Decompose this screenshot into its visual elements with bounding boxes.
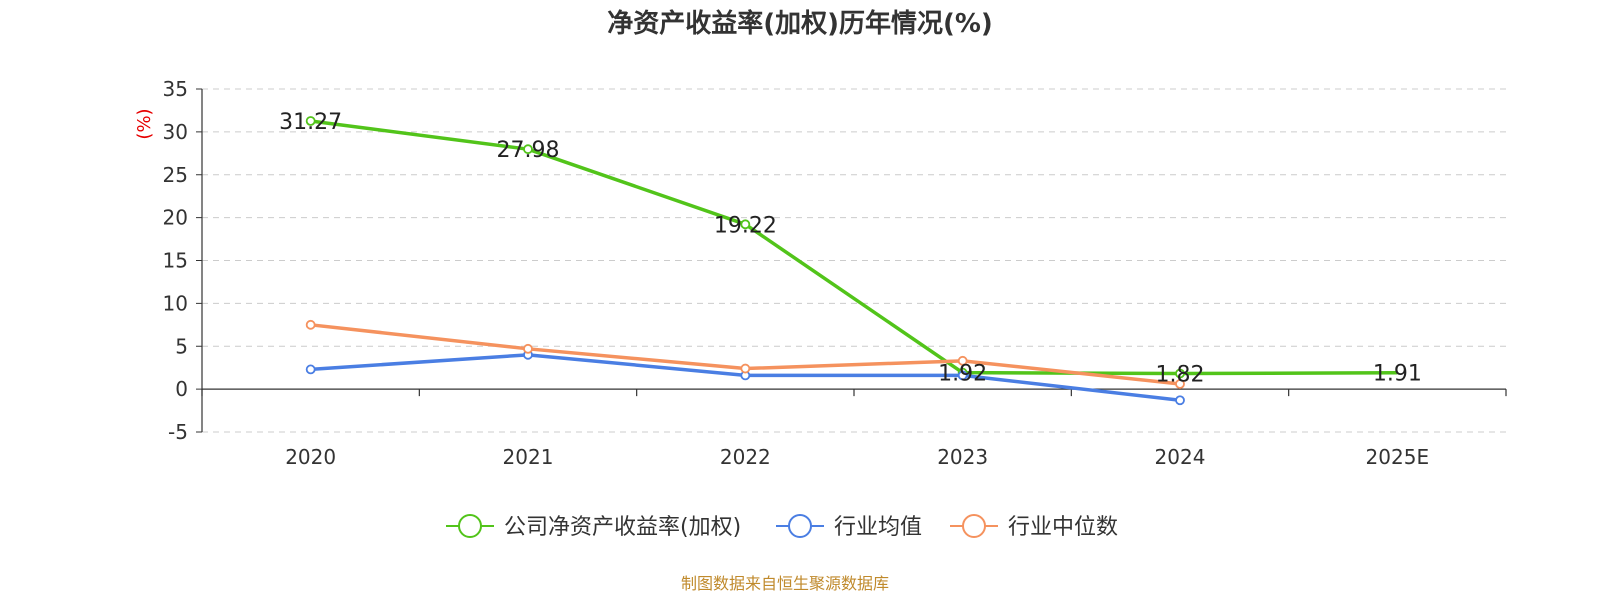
data-point[interactable] <box>1175 379 1185 389</box>
data-point[interactable] <box>957 370 968 381</box>
x-tick-label: 2020 <box>285 445 336 469</box>
legend-label: 行业均值 <box>834 515 922 540</box>
chart-title: 净资产收益率(加权)历年情况(%) <box>607 8 993 39</box>
data-point[interactable] <box>957 355 968 366</box>
y-tick-label: 25 <box>163 163 188 187</box>
y-tick-label: 30 <box>163 120 188 144</box>
axes: 35 30 25 20 15 10 5 0 -5 2020 2021 2022 2023 2024 2025… <box>163 77 1507 469</box>
data-point[interactable] <box>740 219 751 230</box>
series-group <box>305 116 1398 406</box>
data-point[interactable] <box>305 364 316 375</box>
data-point[interactable] <box>1175 368 1185 379</box>
data-point[interactable] <box>305 116 316 126</box>
x-tick-label: 2025E <box>1366 445 1430 469</box>
legend-marker <box>458 514 482 538</box>
y-tick-label: 10 <box>163 291 188 315</box>
grid-lines <box>202 88 1506 433</box>
legend-label: 行业中位数 <box>1008 515 1118 540</box>
y-tick-label: -5 <box>168 420 188 444</box>
source-note: 制图数据来自恒生聚源数据库 <box>681 574 889 593</box>
data-label: 19.22 <box>714 213 777 238</box>
data-label: 31.27 <box>279 110 342 135</box>
y-axis-unit: (%) <box>134 108 155 139</box>
y-tick-label: 15 <box>163 249 188 273</box>
data-point[interactable] <box>523 144 533 155</box>
data-label: 1.91 <box>1373 362 1422 387</box>
legend-marker <box>962 514 986 538</box>
x-tick-label: 2024 <box>1155 445 1206 469</box>
data-label: 1.92 <box>938 362 987 387</box>
legend-label: 公司净资产收益率(加权) <box>504 515 741 540</box>
data-point[interactable] <box>740 363 751 374</box>
x-tick-label: 2022 <box>720 445 771 469</box>
data-labels: 31.27 27.98 19.22 1.92 1.82 1.91 <box>279 110 1422 388</box>
series-line-0 <box>310 119 1398 376</box>
data-label: 1.82 <box>1156 363 1205 388</box>
legend-item-1[interactable]: 行业均值 <box>776 514 922 540</box>
legend-item-0[interactable]: 公司净资产收益率(加权) <box>446 514 741 540</box>
data-point[interactable] <box>305 319 316 330</box>
x-tick-label: 2021 <box>503 445 554 469</box>
y-tick-label: 0 <box>175 377 188 401</box>
legend-marker <box>788 514 812 538</box>
y-tick-label: 20 <box>163 206 188 230</box>
data-point[interactable] <box>1175 395 1185 406</box>
data-point[interactable] <box>523 343 533 354</box>
data-label: 27.98 <box>497 138 560 163</box>
legend[interactable]: 公司净资产收益率(加权) 行业均值 行业中位数 <box>446 514 1118 540</box>
legend-item-2[interactable]: 行业中位数 <box>950 514 1118 540</box>
x-tick-label: 2023 <box>937 445 988 469</box>
y-tick-label: 35 <box>163 77 188 101</box>
y-tick-label: 5 <box>175 334 188 358</box>
